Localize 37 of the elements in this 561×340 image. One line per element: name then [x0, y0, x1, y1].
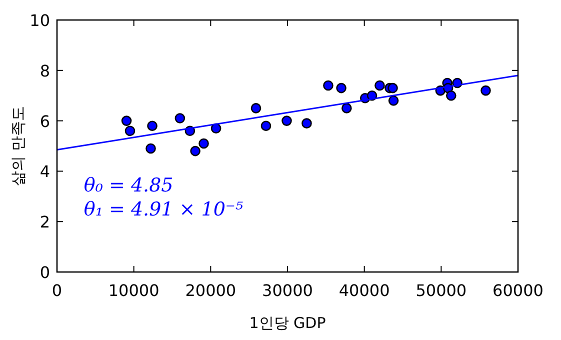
point	[374, 80, 385, 91]
point	[121, 116, 132, 126]
point	[342, 103, 352, 114]
x-tick-label: 20000	[185, 281, 236, 300]
point	[146, 143, 156, 154]
point	[388, 82, 398, 94]
point	[323, 80, 334, 91]
point	[446, 90, 456, 101]
point	[147, 120, 158, 131]
y-tick-label: 4	[40, 162, 50, 182]
y-tick-label: 8	[40, 61, 50, 80]
y-tick-label: 10	[30, 11, 50, 30]
point	[174, 113, 186, 124]
point	[250, 103, 262, 114]
point	[480, 85, 491, 96]
y-tick-label: 0	[40, 263, 50, 282]
x-tick-label: 50000	[416, 281, 467, 300]
x-axis-title: 1인당 GDP	[249, 314, 326, 332]
point	[198, 138, 209, 149]
x-tick-label: 10000	[108, 281, 160, 300]
point	[388, 95, 399, 106]
annotation: θ₀ = 4.85	[84, 174, 174, 196]
point	[302, 118, 312, 128]
y-tick-label: 6	[40, 112, 50, 131]
x-tick-label: 60000	[492, 281, 544, 300]
x-tick-label: 30000	[262, 281, 313, 300]
point	[260, 120, 272, 131]
y-axis-title: 삶의 만족도	[9, 106, 27, 186]
x-tick-label: 40000	[338, 281, 390, 300]
point	[190, 146, 200, 156]
y-tick-label: 2	[40, 212, 50, 232]
annotation: θ₁ = 4.91 × 10⁻⁵	[84, 198, 244, 220]
point	[282, 116, 292, 126]
x-tick-label: 0	[52, 281, 62, 300]
point	[336, 82, 346, 94]
point	[210, 123, 222, 134]
point	[124, 126, 136, 136]
